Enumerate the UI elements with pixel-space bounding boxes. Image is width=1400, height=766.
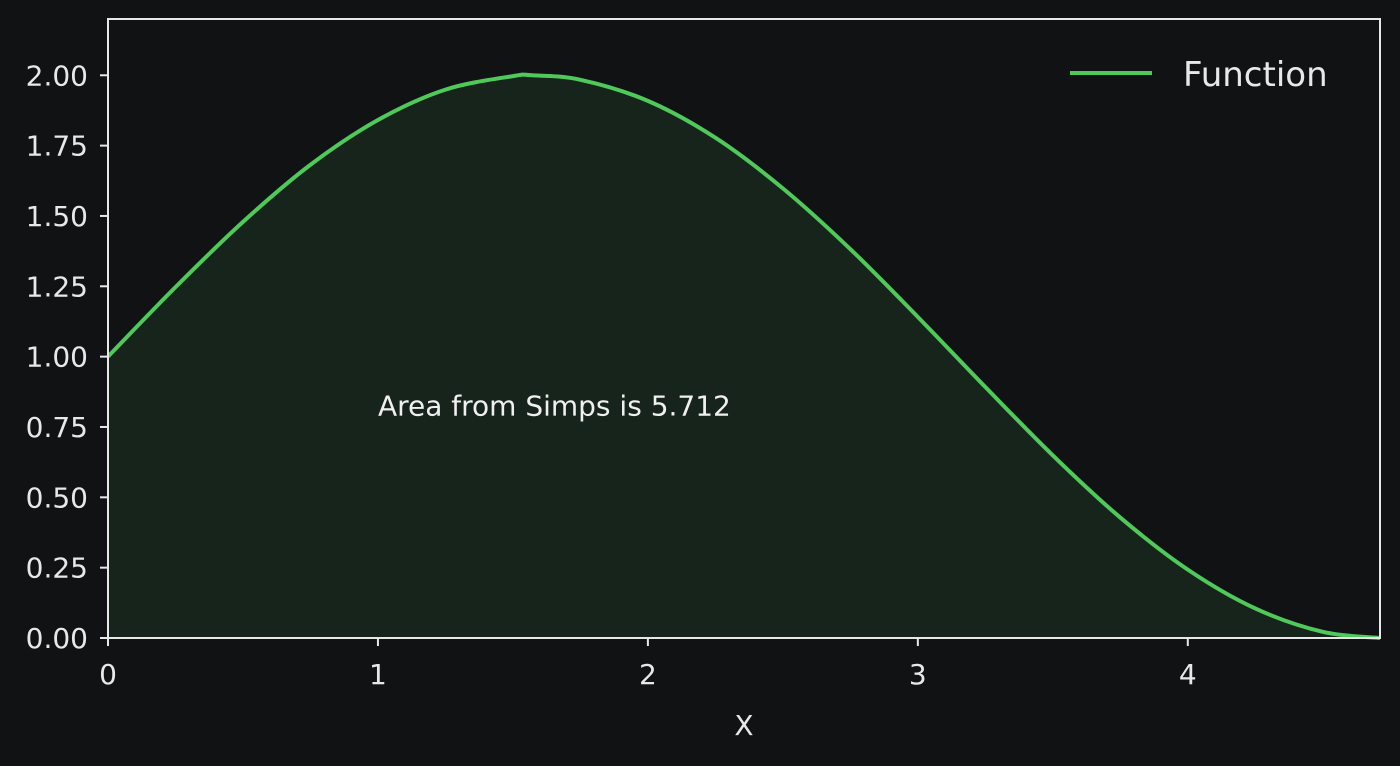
- axes-frame: [107, 18, 1381, 639]
- x-tick-label: 0: [99, 658, 117, 691]
- y-tick-label: 1.00: [26, 341, 88, 374]
- x-axis: 0 1 2 3 4: [99, 638, 1197, 691]
- annotation-text: Area from Simps is 5.712: [378, 390, 731, 423]
- y-tick-label: 0.25: [26, 552, 88, 585]
- x-axis-title: X: [734, 709, 753, 742]
- y-tick-label: 0.00: [26, 622, 88, 655]
- y-tick-label: 1.75: [26, 130, 88, 163]
- x-tick-label: 3: [909, 658, 927, 691]
- plot-area: [106, 18, 1381, 640]
- x-tick-label: 1: [369, 658, 387, 691]
- x-tick-label: 2: [639, 658, 657, 691]
- y-tick-label: 2.00: [26, 59, 88, 92]
- x-tick-label: 4: [1179, 658, 1197, 691]
- y-tick-label: 1.25: [26, 270, 88, 303]
- y-tick-label: 0.50: [26, 481, 88, 514]
- y-tick-label: 0.75: [26, 411, 88, 444]
- function-line: [106, 72, 1381, 640]
- legend: Function: [1070, 55, 1328, 95]
- y-axis: 0.00 0.25 0.50 0.75 1.00 1.25 1.50 1.75 2.00: [26, 59, 108, 655]
- legend-label: Function: [1183, 55, 1328, 95]
- area-fill: [108, 74, 1380, 639]
- y-tick-label: 1.50: [26, 200, 88, 233]
